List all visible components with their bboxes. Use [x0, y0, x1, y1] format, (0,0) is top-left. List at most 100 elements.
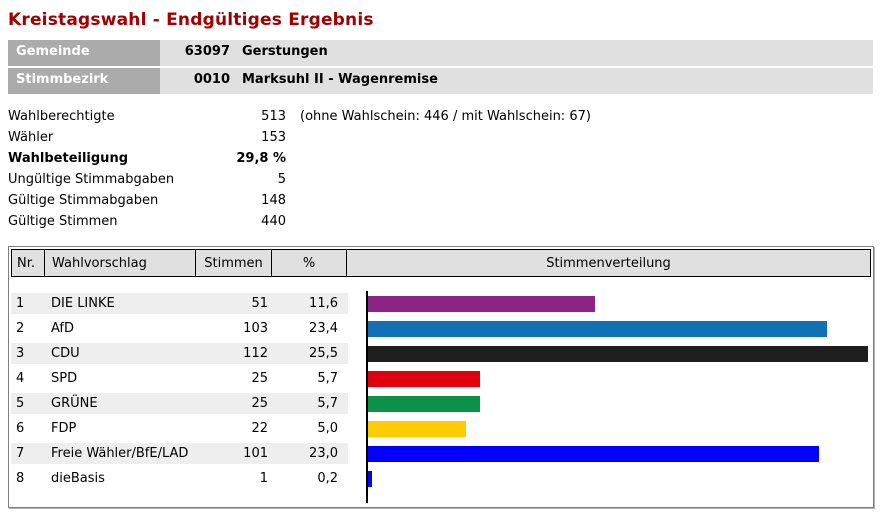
- result-bar: [368, 370, 480, 387]
- result-chart-cell: [348, 466, 873, 491]
- result-percent: 23,0: [309, 446, 338, 461]
- result-percent: 5,7: [317, 371, 338, 386]
- district-info-value: 63097 Gerstungen: [160, 40, 873, 66]
- summary-label: Wähler: [8, 130, 54, 145]
- chart-axis-line: [366, 466, 873, 491]
- summary-label: Gültige Stimmabgaben: [8, 193, 159, 208]
- results-table-body: 1 DIE LINKE 51 11,6 2 AfD 103 23,4 3 CDU: [9, 277, 873, 503]
- result-percent: 11,6: [309, 296, 338, 311]
- results-table-header-row: Nr. Wahlvorschlag Stimmen % Stimmenverte…: [9, 247, 873, 277]
- summary-row: Gültige Stimmabgaben 148: [8, 190, 873, 211]
- result-party-name: DIE LINKE: [51, 296, 115, 311]
- summary-value: 440: [261, 214, 286, 229]
- result-bar: [368, 320, 827, 337]
- summary-row: Wahlberechtigte 513 (ohne Wahlschein: 44…: [8, 106, 873, 127]
- result-row-left: 5 GRÜNE 25 5,7: [11, 393, 348, 414]
- result-party-name: dieBasis: [51, 471, 105, 486]
- result-row-left: [11, 491, 348, 503]
- result-percent: 0,2: [317, 471, 338, 486]
- summary-row: Wahlbeteiligung 29,8 %: [8, 148, 873, 169]
- page-title: Kreistagswahl - Endgültiges Ergebnis: [8, 10, 374, 30]
- chart-axis-line: [366, 491, 873, 503]
- district-info-value: 0010 Marksuhl II - Wagenremise: [160, 68, 873, 94]
- summary-label: Wahlbeteiligung: [8, 151, 129, 166]
- district-info-label: Gemeinde: [8, 40, 160, 66]
- chart-axis-line: [366, 416, 873, 441]
- result-votes: 22: [251, 421, 268, 436]
- summary-label: Wahlberechtigte: [8, 109, 115, 124]
- result-percent: 5,0: [317, 421, 338, 436]
- result-votes: 51: [251, 296, 268, 311]
- result-votes: 25: [251, 396, 268, 411]
- col-header-percent: %: [271, 249, 347, 277]
- result-party-name: SPD: [51, 371, 78, 386]
- summary-label: Gültige Stimmen: [8, 214, 118, 229]
- district-info-row: Stimmbezirk 0010 Marksuhl II - Wagenremis…: [8, 68, 873, 94]
- result-percent: 25,5: [309, 346, 338, 361]
- result-row-left: 2 AfD 103 23,4: [11, 318, 348, 339]
- result-nr: 6: [16, 421, 25, 436]
- result-bar: [368, 470, 372, 487]
- result-row-left: 7 Freie Wähler/BfE/LAD 101 23,0: [11, 443, 348, 464]
- chart-axis-line: [366, 341, 873, 366]
- district-info-row: Gemeinde 63097 Gerstungen: [8, 40, 873, 66]
- chart-axis-line: [366, 391, 873, 416]
- result-party-name: Freie Wähler/BfE/LAD: [51, 446, 189, 461]
- result-nr: 1: [16, 296, 25, 311]
- result-bar: [368, 295, 595, 312]
- result-chart-cell: [348, 416, 873, 441]
- chart-axis-line: [366, 441, 873, 466]
- summary-row: Ungültige Stimmabgaben 5: [8, 169, 873, 190]
- result-party-name: AfD: [51, 321, 75, 336]
- result-row: 7 Freie Wähler/BfE/LAD 101 23,0: [9, 441, 873, 466]
- summary-value: 5: [277, 172, 286, 187]
- result-row-left: 4 SPD 25 5,7: [11, 368, 348, 389]
- summary-value: 148: [261, 193, 286, 208]
- district-info-box: Gemeinde 63097 Gerstungen Stimmbezirk 001…: [8, 40, 873, 94]
- summary-row: Gültige Stimmen 440: [8, 211, 873, 232]
- result-row: 6 FDP 22 5,0: [9, 416, 873, 441]
- result-chart-cell: [348, 316, 873, 341]
- result-row-left: 3 CDU 112 25,5: [11, 343, 348, 364]
- summary-value: 153: [261, 130, 286, 145]
- result-party-name: CDU: [51, 346, 80, 361]
- result-row: 4 SPD 25 5,7: [9, 366, 873, 391]
- district-name: Marksuhl II - Wagenremise: [242, 72, 438, 87]
- result-party-name: FDP: [51, 421, 77, 436]
- result-chart-cell: [348, 341, 873, 366]
- result-row: 3 CDU 112 25,5: [9, 341, 873, 366]
- result-row-left: 8 dieBasis 1 0,2: [11, 468, 348, 489]
- summary-value: 513: [261, 109, 286, 124]
- result-party-name: GRÜNE: [51, 396, 98, 411]
- result-row: 8 dieBasis 1 0,2: [9, 466, 873, 491]
- col-header-nr: Nr.: [11, 249, 45, 277]
- result-nr: 5: [16, 396, 25, 411]
- result-bar: [368, 345, 868, 362]
- chart-axis-line: [366, 316, 873, 341]
- col-header-stimmenverteilung: Stimmenverteilung: [346, 249, 871, 277]
- summary-value: 29,8 %: [236, 151, 286, 166]
- election-results-page: Kreistagswahl - Endgültiges Ergebnis Gem…: [8, 10, 874, 508]
- result-chart-cell: [348, 491, 873, 503]
- result-chart-cell: [348, 391, 873, 416]
- chart-axis-line: [366, 291, 873, 316]
- summary-note: (ohne Wahlschein: 446 / mit Wahlschein: …: [300, 109, 591, 124]
- result-nr: 2: [16, 321, 25, 336]
- col-header-wahlvorschlag: Wahlvorschlag: [44, 249, 196, 277]
- result-votes: 25: [251, 371, 268, 386]
- result-percent: 5,7: [317, 396, 338, 411]
- district-info-label: Stimmbezirk: [8, 68, 160, 94]
- district-name: Gerstungen: [242, 44, 328, 59]
- result-nr: 4: [16, 371, 25, 386]
- district-code: 63097: [184, 44, 230, 59]
- results-table: Nr. Wahlvorschlag Stimmen % Stimmenverte…: [8, 246, 874, 508]
- result-row-left: 6 FDP 22 5,0: [11, 418, 348, 439]
- summary-label: Ungültige Stimmabgaben: [8, 172, 175, 187]
- result-nr: 7: [16, 446, 25, 461]
- result-votes: 1: [259, 471, 268, 486]
- result-votes: 103: [243, 321, 268, 336]
- result-bar: [368, 420, 466, 437]
- result-row-left: 1 DIE LINKE 51 11,6: [11, 293, 348, 314]
- result-nr: 8: [16, 471, 25, 486]
- result-votes: 112: [243, 346, 268, 361]
